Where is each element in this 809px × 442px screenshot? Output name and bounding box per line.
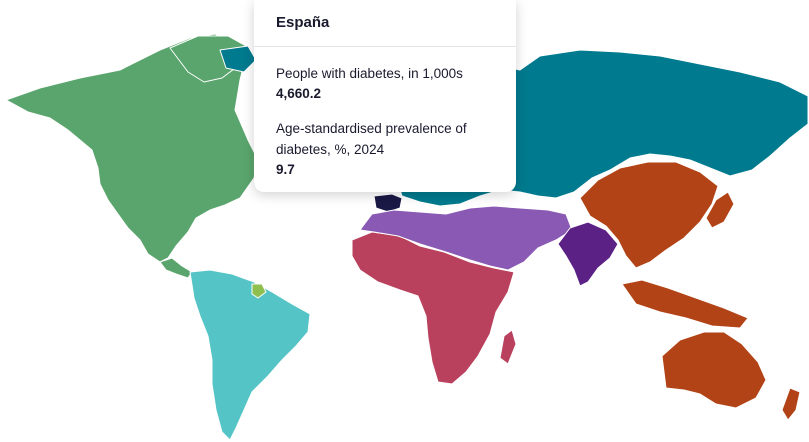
australia-shape	[661, 331, 767, 409]
region-north-america-shape	[5, 33, 259, 263]
tooltip-country-name: España	[276, 14, 330, 31]
region-mena[interactable]	[359, 205, 573, 271]
tooltip-metric-people: People with diabetes, in 1,000s 4,660.2	[276, 63, 506, 104]
country-spain-shape	[373, 193, 403, 213]
region-africa-shape	[351, 231, 515, 385]
guyana-highlight	[251, 283, 267, 299]
region-africa[interactable]	[351, 231, 517, 385]
tooltip-metric-prevalence-value: 9.7	[276, 162, 295, 177]
tooltip-metric-people-label: People with diabetes, in 1,000s	[276, 66, 463, 81]
tooltip-divider	[254, 46, 516, 47]
region-south-america-shape	[189, 269, 311, 441]
region-north-america[interactable]	[5, 33, 259, 279]
central-america-shape	[159, 257, 193, 279]
region-south-america[interactable]	[189, 269, 311, 441]
region-western-pacific-shape	[579, 161, 719, 269]
new-zealand-shape	[781, 387, 801, 421]
madagascar-shape	[499, 329, 517, 365]
country-tooltip: España People with diabetes, in 1,000s 4…	[254, 0, 516, 192]
tooltip-metric-prevalence: Age-standardised prevalence of diabetes,…	[276, 118, 506, 180]
region-south-asia-shape	[557, 221, 619, 287]
tooltip-metric-prevalence-label: Age-standardised prevalence of diabetes,…	[276, 121, 467, 157]
japan-shape	[705, 191, 735, 229]
region-south-asia[interactable]	[557, 221, 619, 287]
southeast-asia-shape	[621, 279, 749, 329]
iceland-shape	[219, 45, 257, 73]
country-spain[interactable]	[373, 193, 403, 213]
tooltip-metric-people-value: 4,660.2	[276, 86, 322, 101]
region-western-pacific[interactable]	[579, 161, 801, 421]
region-mena-shape	[359, 205, 573, 271]
